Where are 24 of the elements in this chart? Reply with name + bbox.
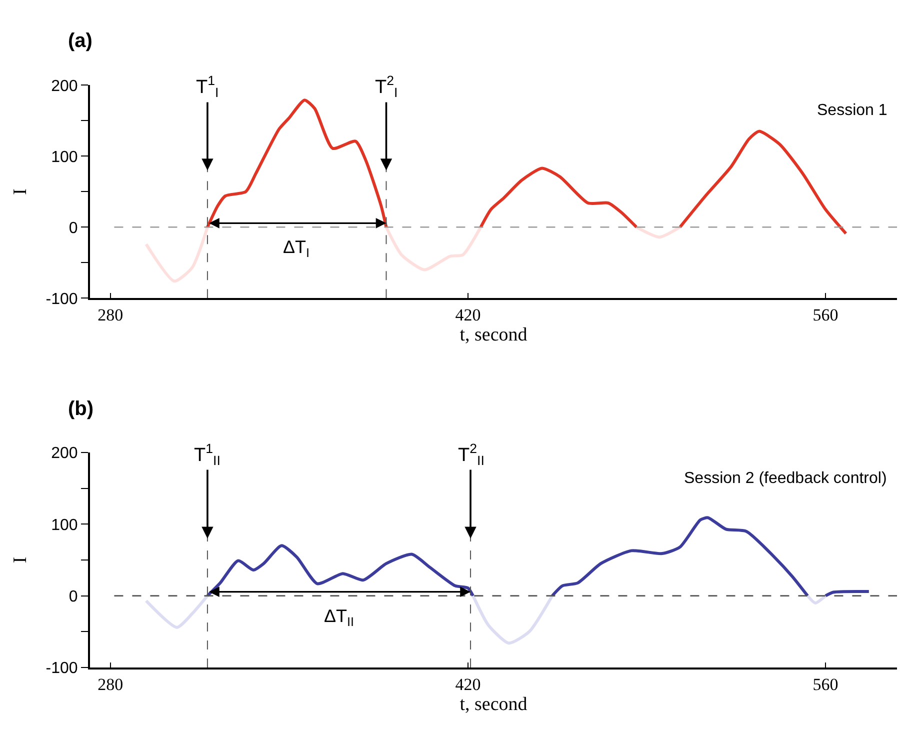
x-tick-label: 420 — [455, 306, 481, 325]
chart-title: (a) — [68, 30, 92, 52]
y-tick-label: 100 — [51, 148, 78, 166]
y-axis-title: I — [10, 556, 32, 564]
x-tick-label: 280 — [98, 674, 124, 694]
y-tick-label: -100 — [46, 290, 78, 308]
annotation: ΔT$_{II}$ — [324, 606, 354, 629]
y-tick-label: 200 — [51, 445, 78, 462]
annotation: ΔT$_{I}$ — [283, 237, 310, 260]
x-axis-title: t, second — [460, 694, 528, 715]
x-tick-label: 280 — [98, 306, 124, 325]
chart-title: (b) — [68, 398, 94, 420]
x-axis-title: t, second — [460, 324, 528, 346]
annotation: Session 2 (feedback control) — [684, 470, 887, 487]
y-tick-label: 0 — [68, 220, 78, 237]
y-axis-title: I — [10, 188, 32, 195]
y-tick-label: 0 — [68, 588, 78, 606]
x-tick-label: 560 — [812, 306, 838, 325]
y-tick-label: 100 — [51, 516, 78, 534]
x-tick-label: 560 — [812, 674, 838, 694]
y-tick-label: 200 — [51, 78, 78, 95]
y-tick-label: -100 — [46, 660, 78, 678]
x-tick-label: 420 — [455, 674, 481, 694]
annotation: Session 1 — [817, 102, 888, 119]
